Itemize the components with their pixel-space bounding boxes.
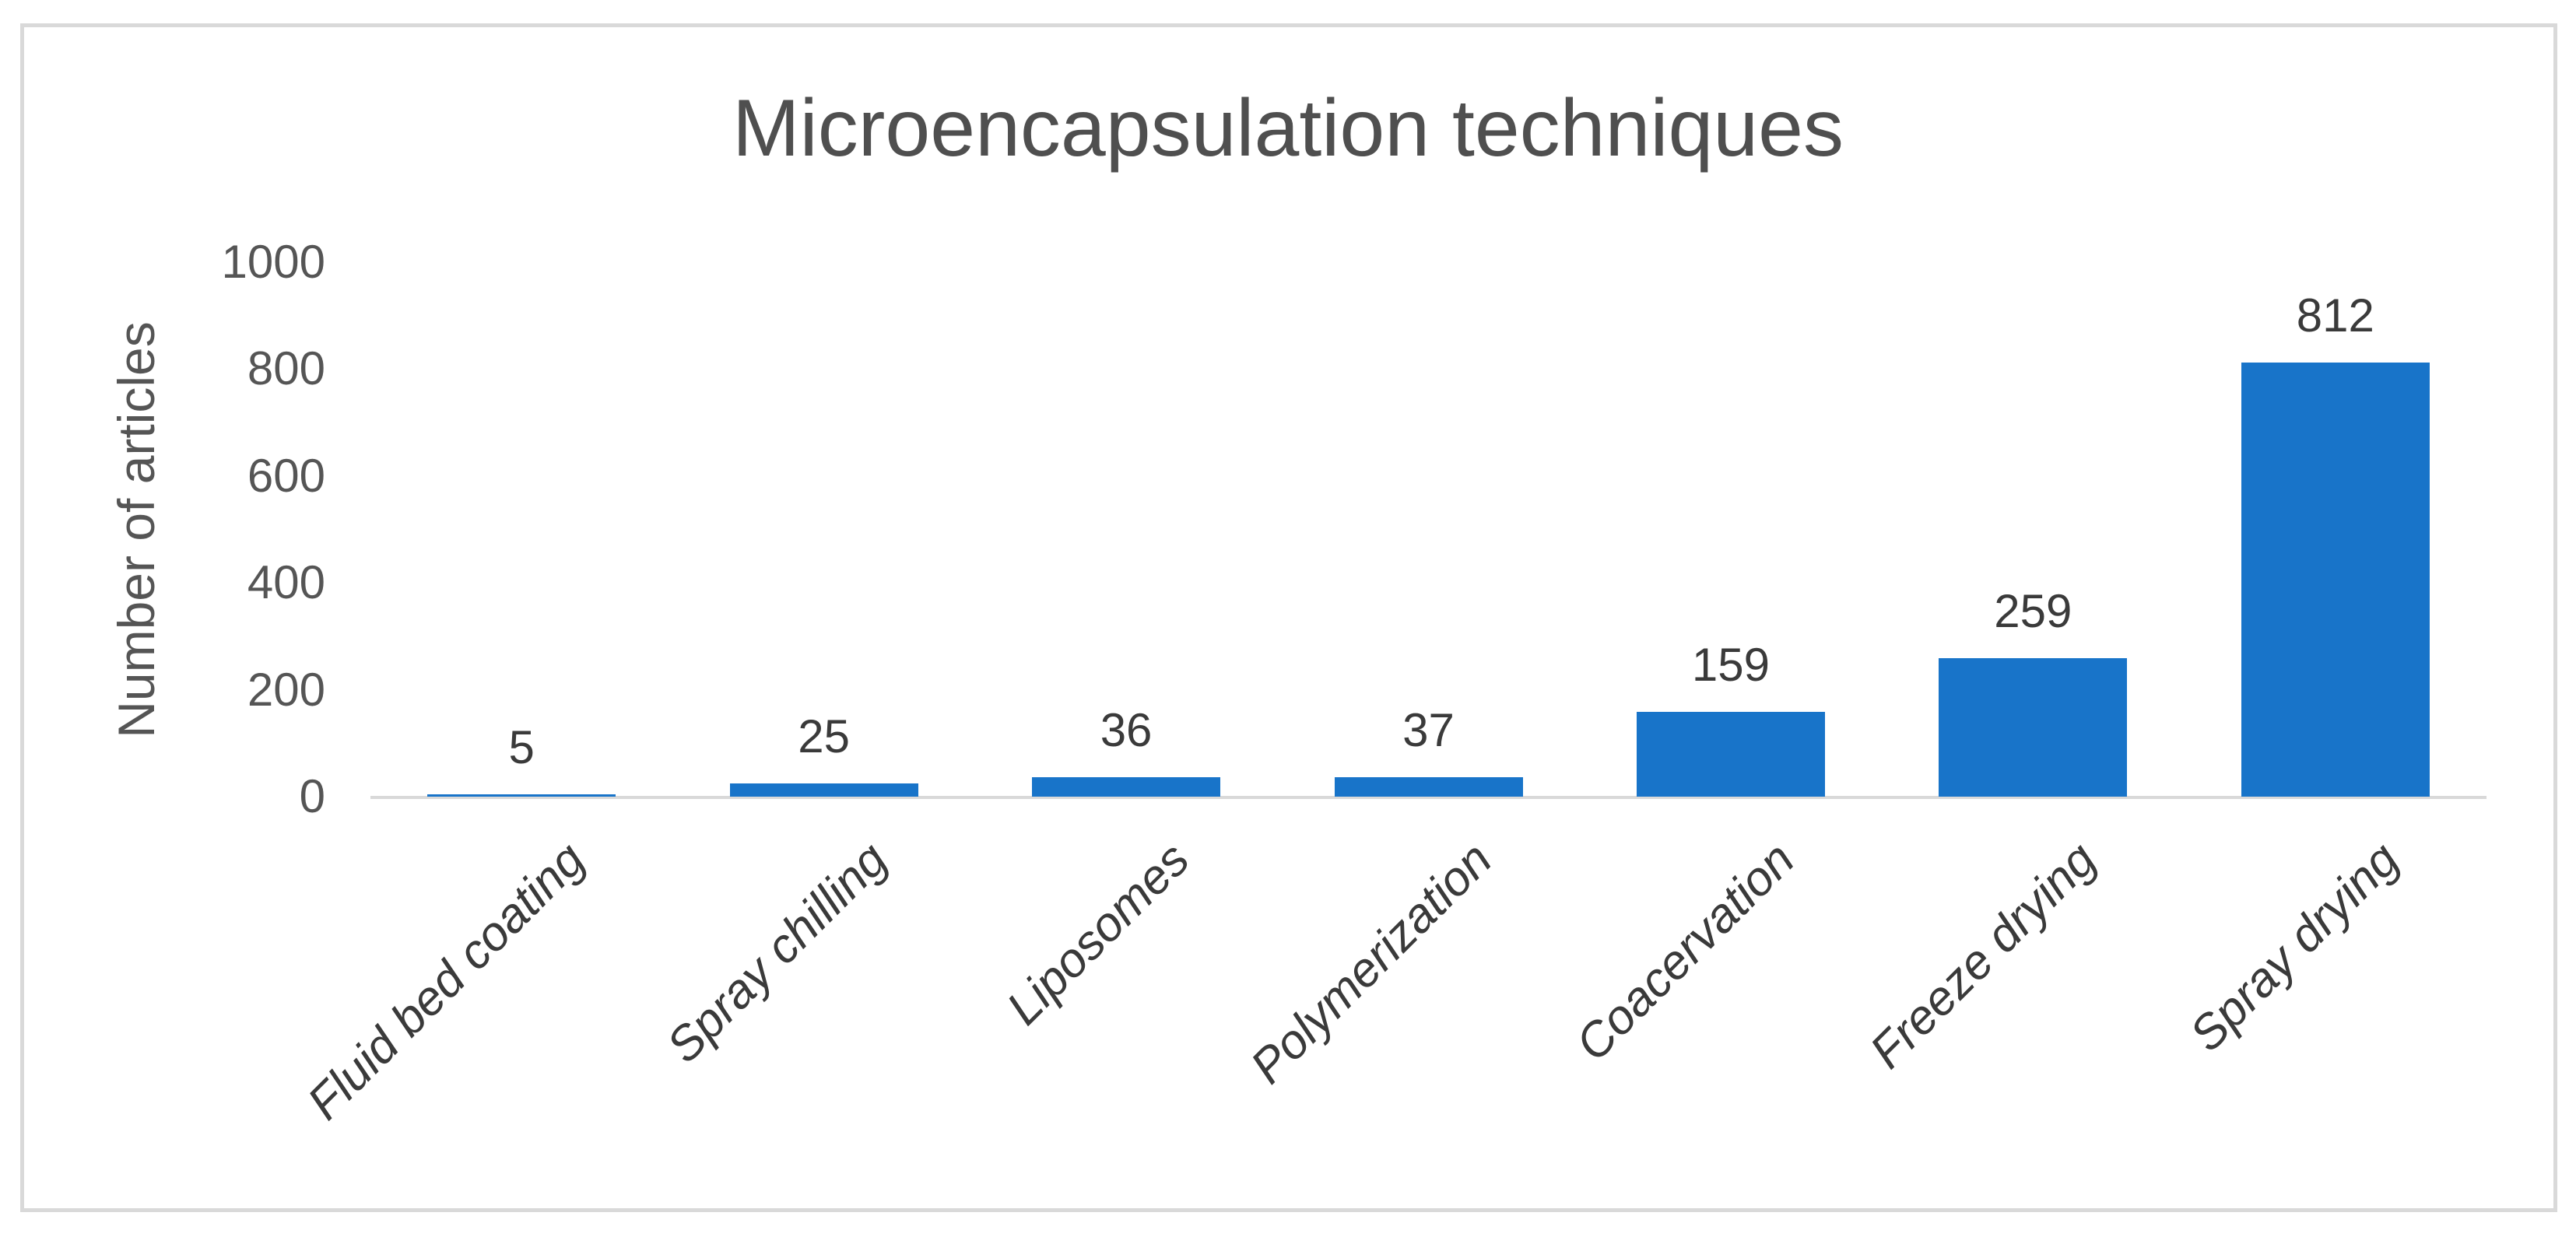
bar-value-label: 5 xyxy=(508,721,535,773)
bar-value-label: 36 xyxy=(1100,704,1153,756)
y-axis-title-text: Number of articles xyxy=(107,321,166,738)
chart-frame xyxy=(20,23,2557,1212)
bar-value-label: 259 xyxy=(1994,585,2072,637)
y-tick-label: 600 xyxy=(247,449,325,502)
bar-value-label: 812 xyxy=(2296,289,2374,342)
y-axis-title: Number of articles xyxy=(86,262,187,797)
bar xyxy=(1939,658,2128,797)
y-tick-label: 400 xyxy=(247,556,325,609)
y-tick-label: 0 xyxy=(299,770,325,822)
bar xyxy=(2241,363,2430,797)
bar xyxy=(1636,712,1825,797)
bar xyxy=(1334,777,1523,797)
bar-value-label: 25 xyxy=(798,710,851,762)
bar xyxy=(427,794,616,797)
bar-value-label: 37 xyxy=(1402,704,1455,756)
chart-title: Microencapsulation techniques xyxy=(732,83,1844,173)
y-tick-label: 1000 xyxy=(221,236,325,288)
bar xyxy=(1032,777,1221,797)
y-tick-label: 800 xyxy=(247,342,325,395)
y-tick-label: 200 xyxy=(247,663,325,716)
x-axis-line xyxy=(370,796,2487,799)
bar-value-label: 159 xyxy=(1691,639,1770,691)
bar xyxy=(729,783,918,797)
